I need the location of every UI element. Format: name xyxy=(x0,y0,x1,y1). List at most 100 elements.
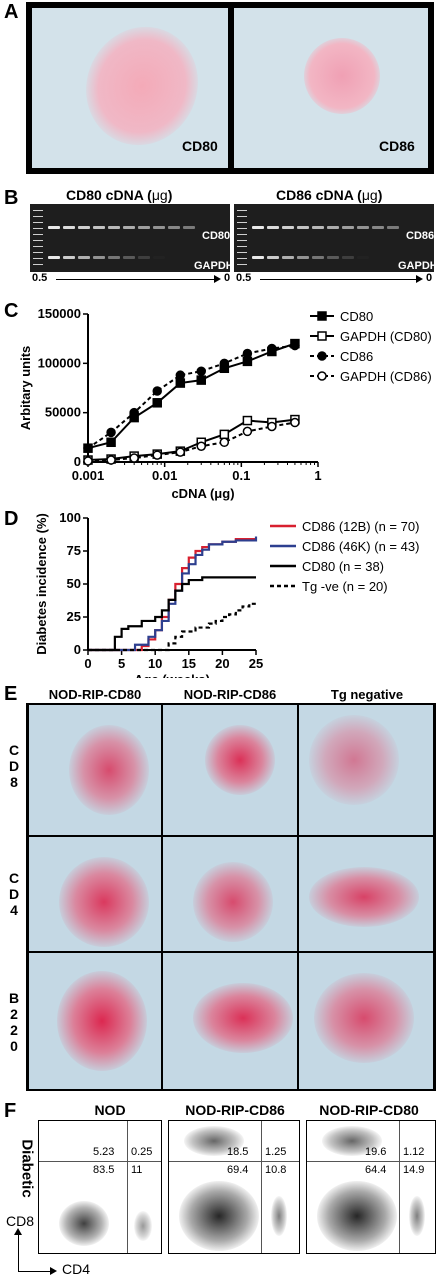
target-band xyxy=(252,226,264,229)
ladder-band xyxy=(237,216,247,217)
km-curve xyxy=(88,538,256,652)
legend-label: Tg -ve (n = 20) xyxy=(302,579,388,594)
row-label-cd4: C D 4 xyxy=(8,870,20,918)
quadrant-percent-ll: 64.4 xyxy=(365,1164,387,1176)
target-band xyxy=(78,226,90,229)
gapdh-band xyxy=(63,256,75,259)
flow-header-nod: NOD xyxy=(94,1102,126,1118)
target-band xyxy=(138,226,150,229)
data-point xyxy=(242,356,253,367)
ladder-band xyxy=(237,234,247,235)
target-band xyxy=(342,226,354,229)
cd80-arrowhead-icon xyxy=(214,275,221,283)
data-point xyxy=(129,453,139,463)
cell-population xyxy=(322,1126,382,1156)
data-point xyxy=(242,426,253,437)
data-point xyxy=(242,348,253,359)
legend-marker xyxy=(317,371,327,381)
series-line xyxy=(87,418,296,462)
data-point xyxy=(129,407,139,418)
gapdh-band xyxy=(252,256,264,259)
cell-population xyxy=(59,1201,109,1246)
data-point xyxy=(175,447,186,457)
ladder-band xyxy=(33,216,43,217)
row-label-diabetic-wrap: Diabetic xyxy=(14,1122,36,1218)
cd80-image-label: CD80 xyxy=(182,138,218,154)
data-point xyxy=(267,421,277,432)
stain-region xyxy=(57,971,147,1071)
col-header-tg-negative: Tg negative xyxy=(330,687,404,702)
cd80-dilution-arrow xyxy=(56,279,216,280)
gapdh-band xyxy=(78,256,90,259)
legend-marker xyxy=(317,311,327,321)
ladder-band xyxy=(237,228,247,229)
row-label-cd8: C D 8 xyxy=(8,742,20,790)
data-point xyxy=(106,437,116,448)
target-band xyxy=(93,226,105,229)
gapdh-band xyxy=(138,256,150,259)
panel-e-grid: C D 8 C D 4 B 2 2 0 xyxy=(0,703,438,1094)
cd80-band-label: CD80 xyxy=(202,230,231,242)
x-tick-label: 25 xyxy=(249,656,263,671)
ladder-band xyxy=(33,264,43,265)
stain-region xyxy=(193,862,273,942)
cd86-dilution-arrow xyxy=(260,279,418,280)
quadrant-gate-horizontal xyxy=(307,1161,435,1162)
gapdh-band xyxy=(93,256,105,259)
x-tick-label: 1 xyxy=(314,468,321,483)
data-point xyxy=(196,366,206,376)
cd86-gel-title: CD86 cDNA (μg) xyxy=(276,187,383,203)
y-tick-label: 150000 xyxy=(38,306,81,321)
y-tick-label: 25 xyxy=(67,609,81,624)
target-band xyxy=(312,226,324,229)
ladder-band xyxy=(33,258,43,259)
data-point xyxy=(196,375,206,385)
col-header-cd80: NOD-RIP-CD80 xyxy=(48,687,142,702)
flow-header-cd86: NOD-RIP-CD86 xyxy=(185,1102,285,1118)
target-band xyxy=(168,226,180,229)
gapdh-band xyxy=(312,256,324,259)
x-tick-label: 15 xyxy=(182,656,196,671)
quadrant-percent-ul: 18.5 xyxy=(227,1146,249,1158)
x-tick-label: 0.001 xyxy=(72,468,105,483)
cell-population xyxy=(317,1181,397,1251)
legend-label: CD80 xyxy=(340,309,373,324)
cd86-image-label: CD86 xyxy=(379,138,415,154)
ladder-band xyxy=(237,258,247,259)
quadrant-percent-ur: 0.25 xyxy=(131,1146,153,1158)
cd86-stain-image: CD86 xyxy=(234,8,428,168)
km-curve xyxy=(88,536,258,652)
ladder-band xyxy=(237,252,247,253)
data-point xyxy=(219,437,230,448)
data-point xyxy=(83,456,93,466)
cd80-arrow-end: 0 xyxy=(224,272,231,284)
data-point xyxy=(219,429,230,440)
ladder-band xyxy=(33,252,43,253)
flow-cytometry-plot: 19.6 1.12 64.4 14.9 xyxy=(306,1120,436,1254)
legend-label: CD86 xyxy=(340,349,373,364)
stain-region xyxy=(59,857,149,947)
x-tick-label: 0.01 xyxy=(152,468,177,483)
x-axis-title: cDNA (μg) xyxy=(171,486,234,501)
right-arrow-icon xyxy=(50,1267,57,1275)
legend-marker xyxy=(317,351,327,361)
x-tick-label: 0.1 xyxy=(232,468,250,483)
col-header-cd86: NOD-RIP-CD86 xyxy=(183,687,277,702)
stain-region xyxy=(309,867,419,927)
flow-cytometry-plot: 5.23 0.25 83.5 11 xyxy=(38,1120,162,1254)
data-point xyxy=(152,386,162,396)
panel-a-frame: CD80 CD86 xyxy=(26,2,434,174)
cd86-arrow-end: 0 xyxy=(426,272,433,284)
cell-population xyxy=(409,1196,425,1236)
ihc-stain-image xyxy=(162,836,298,952)
data-point xyxy=(196,441,206,451)
quadrant-percent-ll: 83.5 xyxy=(93,1164,115,1176)
cell-population xyxy=(271,1196,287,1236)
gapdh-band xyxy=(297,256,309,259)
target-band xyxy=(48,226,60,229)
panel-f-label: F xyxy=(4,1100,17,1122)
data-point xyxy=(290,417,300,428)
cd80-gel: CD80 GAPDH xyxy=(30,204,234,272)
gapdh-band xyxy=(357,256,369,259)
data-point xyxy=(106,427,116,438)
